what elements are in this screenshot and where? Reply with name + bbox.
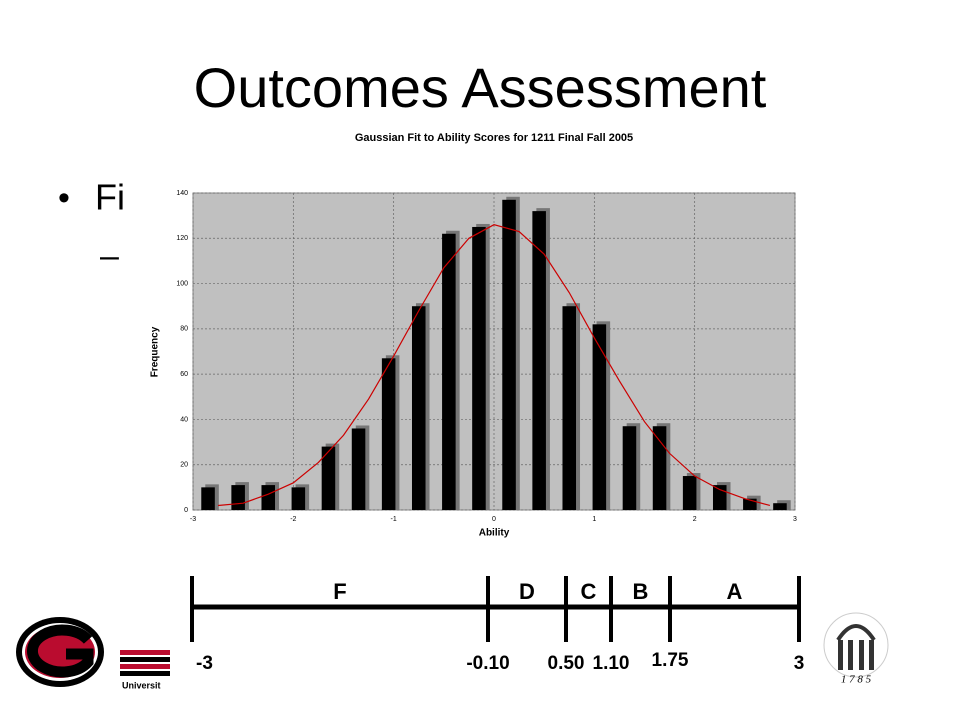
bar xyxy=(201,487,215,510)
bullet-text: Fi xyxy=(95,177,125,218)
column xyxy=(859,640,864,670)
grade-label: C xyxy=(581,579,597,604)
grade-label: A xyxy=(727,579,743,604)
sub-bullet: – xyxy=(100,237,119,275)
y-axis-label: Frequency xyxy=(150,326,161,377)
y-tick-label: 120 xyxy=(176,235,188,242)
chart-title: Gaussian Fit to Ability Scores for 1211 … xyxy=(355,132,633,144)
y-tick-label: 140 xyxy=(176,190,188,197)
y-tick-label: 80 xyxy=(180,326,188,333)
x-tick-label: -1 xyxy=(391,516,397,523)
column xyxy=(869,640,874,670)
column xyxy=(838,640,843,670)
y-tick-label: 100 xyxy=(176,280,188,287)
grade-label: D xyxy=(519,579,535,604)
cutoff-label: 3 xyxy=(794,653,805,674)
cutoff-label: 1.10 xyxy=(593,653,630,674)
bullet-dot: • xyxy=(58,179,70,217)
column xyxy=(848,640,853,670)
slide-title: Outcomes Assessment xyxy=(194,56,767,119)
bar xyxy=(743,498,757,510)
uga-logo xyxy=(16,617,104,687)
bar xyxy=(652,426,667,510)
arch-seal xyxy=(823,612,889,678)
stripes xyxy=(120,650,170,676)
bar xyxy=(502,199,516,511)
stripe xyxy=(120,650,170,655)
bar xyxy=(381,358,396,510)
x-tick-label: -3 xyxy=(190,516,196,523)
cutoff-label: -0.10 xyxy=(466,653,509,674)
arch xyxy=(836,624,876,642)
bar xyxy=(321,446,336,510)
bar xyxy=(291,487,306,510)
x-tick-label: 2 xyxy=(693,516,697,523)
stripe xyxy=(120,664,170,669)
stripe xyxy=(120,671,170,676)
x-tick-label: 1 xyxy=(592,516,596,523)
y-tick-label: 60 xyxy=(180,371,188,378)
y-tick-label: 0 xyxy=(184,507,188,514)
cutoff-label: -3 xyxy=(196,653,213,674)
stripe xyxy=(120,657,170,662)
bar xyxy=(411,306,426,510)
x-axis-label: Ability xyxy=(479,528,510,539)
bar xyxy=(592,324,607,510)
bar xyxy=(261,485,276,510)
seal-year: 1 7 8 5 xyxy=(841,674,872,686)
cutoff-label: 0.50 xyxy=(548,653,585,674)
logo-g xyxy=(27,624,94,678)
plot: 0 20 40 60 80 100 120 140 -3 -2 -1 0 1 2 3 xyxy=(176,190,797,523)
bar xyxy=(712,485,727,510)
bar xyxy=(442,233,456,510)
grade-label: B xyxy=(633,579,649,604)
grade-label: F xyxy=(333,579,346,604)
fit-line xyxy=(218,224,771,507)
cutoff-label: 1.75 xyxy=(652,650,689,671)
bar xyxy=(773,503,787,510)
bar xyxy=(472,226,486,510)
seal-circle xyxy=(823,612,889,678)
bar xyxy=(682,476,697,510)
y-tick-label: 20 xyxy=(180,462,188,469)
bar xyxy=(562,306,577,510)
x-tick-label: 3 xyxy=(793,516,797,523)
grade-scale: -3 -0.10 0.50 1.10 1.75 3 F D C B A xyxy=(190,576,805,674)
university-text: Universit xyxy=(122,680,161,690)
x-tick-label: -2 xyxy=(290,516,296,523)
bar xyxy=(532,211,546,510)
x-tick-label: 0 xyxy=(492,516,496,523)
y-tick-label: 40 xyxy=(180,416,188,423)
bar xyxy=(231,485,245,510)
bar xyxy=(351,428,366,510)
bar xyxy=(622,426,637,510)
